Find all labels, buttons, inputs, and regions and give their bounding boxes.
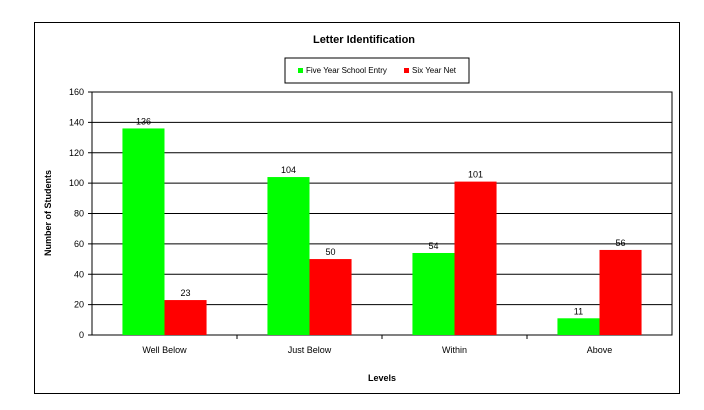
bar-above-five-year-school-entry [557, 318, 600, 335]
bar-just-below-five-year-school-entry [267, 177, 310, 335]
y-tick-label-120: 120 [69, 148, 84, 158]
data-label-well-below-six-year-net: 23 [181, 288, 191, 298]
y-tick-label-40: 40 [74, 269, 84, 279]
legend-box [284, 57, 470, 84]
bar-above-six-year-net [599, 249, 642, 335]
y-tick-label-160: 160 [69, 87, 84, 97]
legend-swatch-six-year-net [404, 68, 409, 73]
data-label-above-five-year-school-entry: 11 [574, 306, 583, 316]
bar-within-five-year-school-entry [412, 252, 455, 335]
bar-well-below-five-year-school-entry [122, 128, 165, 335]
data-label-just-below-six-year-net: 50 [326, 247, 336, 257]
x-tick-label-just-below: Just Below [288, 345, 332, 355]
x-tick-label-above: Above [587, 345, 613, 355]
data-label-well-below-five-year-school-entry: 136 [136, 116, 151, 126]
y-tick-label-80: 80 [74, 209, 84, 219]
data-label-above-six-year-net: 56 [616, 238, 626, 248]
bar-well-below-six-year-net [164, 300, 207, 335]
y-axis-title: Number of Students [43, 170, 53, 256]
y-tick-label-20: 20 [74, 300, 84, 310]
x-tick-label-well-below: Well Below [142, 345, 187, 355]
data-label-within-six-year-net: 101 [468, 170, 483, 180]
bar-just-below-six-year-net [309, 259, 352, 335]
y-tick-label-0: 0 [79, 330, 84, 340]
legend-label-six-year-net: Six Year Net [412, 66, 457, 75]
y-tick-label-100: 100 [69, 178, 84, 188]
legend-swatch-five-year-school-entry [298, 68, 303, 73]
data-label-just-below-five-year-school-entry: 104 [281, 165, 296, 175]
x-axis-title: Levels [368, 373, 396, 383]
y-tick-label-60: 60 [74, 239, 84, 249]
x-tick-label-within: Within [442, 345, 467, 355]
legend: Five Year School Entry Six Year Net [284, 57, 470, 84]
legend-label-five-year-school-entry: Five Year School Entry [306, 66, 387, 75]
data-label-within-five-year-school-entry: 54 [428, 241, 438, 251]
y-tick-label-140: 140 [69, 117, 84, 127]
bar-within-six-year-net [454, 181, 497, 335]
chart-title: Letter Identification [313, 34, 415, 46]
